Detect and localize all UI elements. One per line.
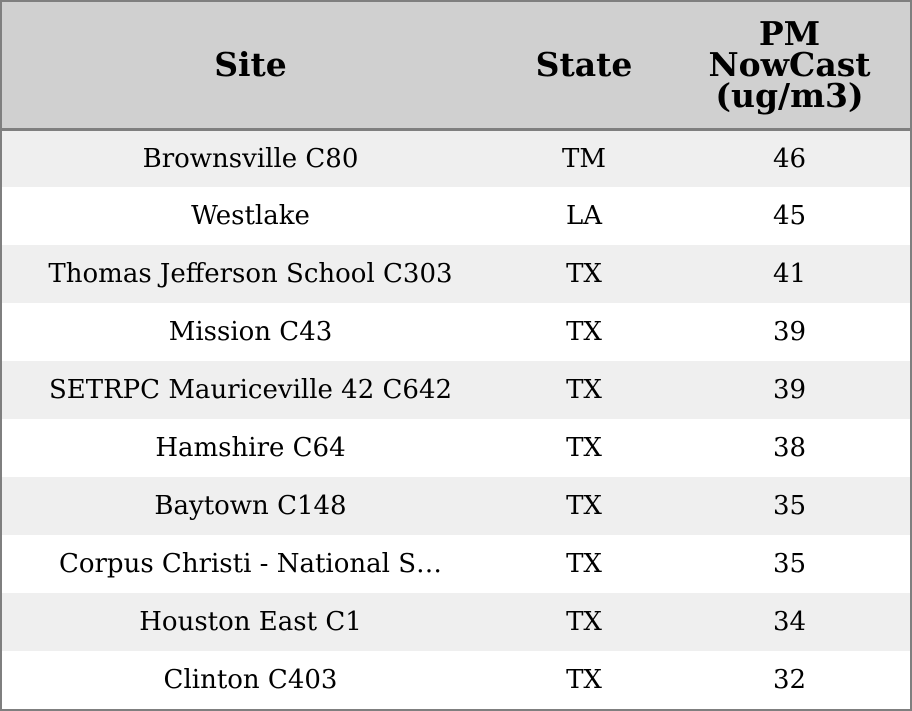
cell-state: TX — [566, 607, 602, 637]
table-row: Westlake LA 45 — [2, 187, 910, 245]
cell-state: TX — [566, 665, 602, 695]
cell-pm: 39 — [772, 317, 807, 347]
cell-state: TM — [562, 143, 606, 174]
header-site-label: Site — [214, 45, 287, 85]
cell-site: Mission C43 — [168, 317, 333, 347]
header-state: State — [499, 2, 669, 131]
cell-site: Houston East C1 — [139, 607, 362, 637]
cell-state: LA — [565, 201, 603, 231]
table-row: Mission C43 TX 39 — [2, 303, 910, 361]
cell-site: Thomas Jefferson School C303 — [48, 259, 453, 289]
table-body: Brownsville C80 TM 46 Westlake LA 45 Thomas Je… — [2, 129, 910, 709]
table-row: SETRPC Mauriceville 42 C642 TX 39 — [2, 361, 910, 419]
header-pm-line-3: (ug/m3) — [715, 76, 864, 116]
table-row: Houston East C1 TX 34 — [2, 593, 910, 651]
table-row: Baytown C148 TX 35 — [2, 477, 910, 535]
header-pm-line-2: NowCast — [708, 45, 871, 85]
cell-site: Corpus Christi - National S… — [58, 549, 443, 579]
cell-pm: 38 — [772, 433, 807, 463]
cell-pm: 46 — [772, 143, 807, 174]
cell-pm: 34 — [772, 607, 807, 637]
cell-pm: 32 — [772, 665, 807, 695]
cell-state: TX — [566, 433, 602, 463]
cell-site: SETRPC Mauriceville 42 C642 — [48, 375, 453, 405]
header-row: Site State PM NowCast (ug/m3) — [2, 2, 910, 131]
cell-pm: 41 — [772, 259, 807, 289]
table-row: Brownsville C80 TM 46 — [2, 129, 910, 187]
header-pm-line-1: PM — [758, 14, 821, 54]
cell-site: Hamshire C64 — [155, 433, 346, 463]
cell-state: TX — [566, 549, 602, 579]
cell-site: Baytown C148 — [154, 491, 347, 521]
cell-pm: 45 — [772, 201, 807, 231]
cell-state: TX — [566, 317, 602, 347]
table-row: Thomas Jefferson School C303 TX 41 — [2, 245, 910, 303]
table-header: Site State PM NowCast (ug/m3) — [2, 2, 910, 131]
header-site: Site — [2, 2, 499, 131]
table-row: Clinton C403 TX 32 — [2, 651, 910, 709]
table-row: Hamshire C64 TX 38 — [2, 419, 910, 477]
header-pm-nowcast: PM NowCast (ug/m3) — [669, 2, 910, 131]
cell-state: TX — [566, 491, 602, 521]
cell-pm: 39 — [772, 375, 807, 405]
table-row: Corpus Christi - National S… TX 35 — [2, 535, 910, 593]
cell-pm: 35 — [772, 549, 807, 579]
cell-site: Clinton C403 — [163, 665, 338, 695]
cell-state: TX — [566, 259, 602, 289]
header-state-label: State — [535, 45, 633, 85]
cell-site: Brownsville C80 — [142, 143, 359, 174]
cell-state: TX — [566, 375, 602, 405]
cell-pm: 35 — [772, 491, 807, 521]
cell-site: Westlake — [191, 201, 310, 231]
